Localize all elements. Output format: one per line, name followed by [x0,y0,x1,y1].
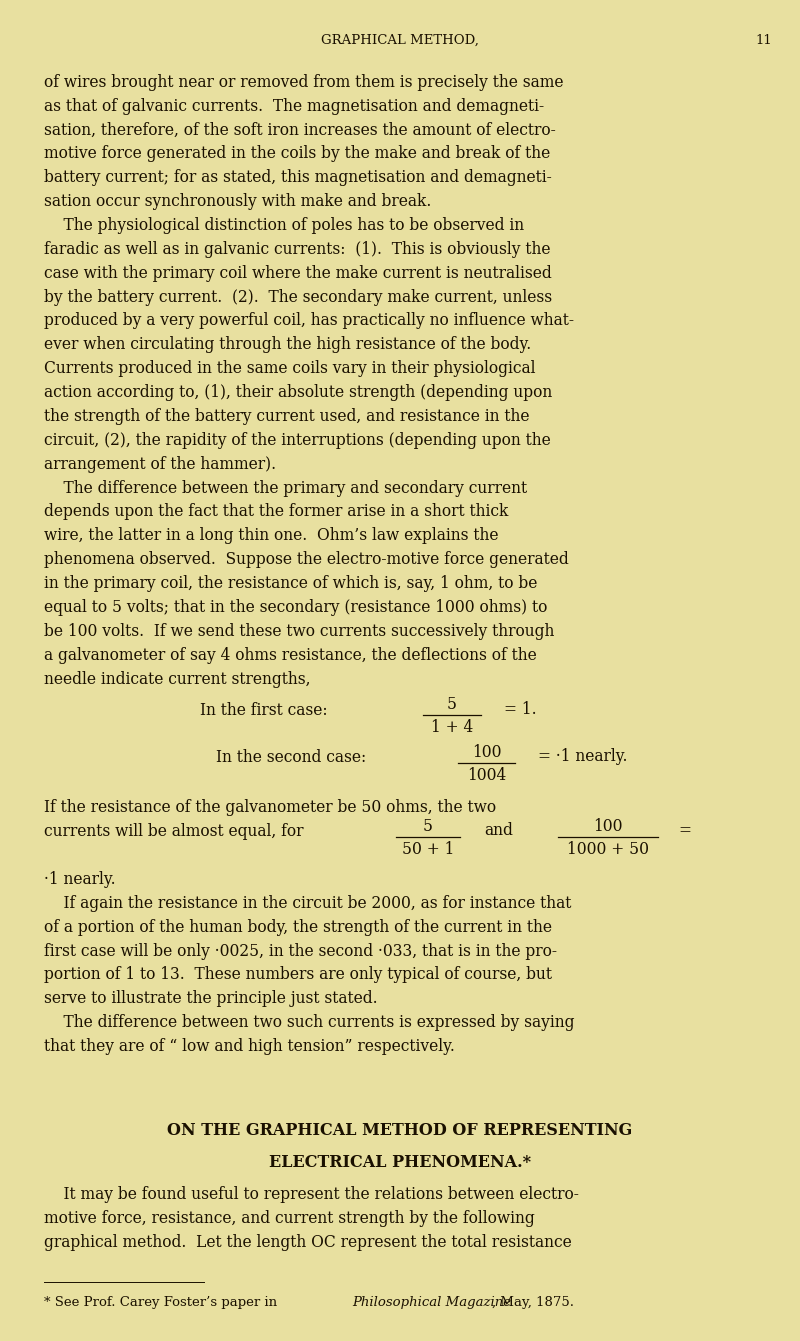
Text: equal to 5 volts; that in the secondary (resistance 1000 ohms) to: equal to 5 volts; that in the secondary … [44,599,547,616]
Text: = ·1 nearly.: = ·1 nearly. [538,748,628,766]
Text: = 1.: = 1. [504,700,537,717]
Text: 50 + 1: 50 + 1 [402,841,454,858]
Text: portion of 1 to 13.  These numbers are only typical of course, but: portion of 1 to 13. These numbers are on… [44,967,552,983]
Text: 1 + 4: 1 + 4 [431,719,473,736]
Text: by the battery current.  (2).  The secondary make current, unless: by the battery current. (2). The seconda… [44,288,552,306]
Text: =: = [678,822,691,839]
Text: 11: 11 [755,34,772,47]
Text: GRAPHICAL METHOD,: GRAPHICAL METHOD, [321,34,479,47]
Text: of wires brought near or removed from them is precisely the same: of wires brought near or removed from th… [44,74,563,91]
Text: arrangement of the hammer).: arrangement of the hammer). [44,456,276,472]
Text: faradic as well as in galvanic currents:  (1).  This is obviously the: faradic as well as in galvanic currents:… [44,241,550,257]
Text: In the second case:: In the second case: [216,750,366,766]
Text: circuit, (2), the rapidity of the interruptions (depending upon the: circuit, (2), the rapidity of the interr… [44,432,550,449]
Text: Philosophical Magazine: Philosophical Magazine [352,1295,511,1309]
Text: and: and [484,822,513,839]
Text: The physiological distinction of poles has to be observed in: The physiological distinction of poles h… [44,217,524,233]
Text: as that of galvanic currents.  The magnetisation and demagneti-: as that of galvanic currents. The magnet… [44,98,544,114]
Text: Currents produced in the same coils vary in their physiological: Currents produced in the same coils vary… [44,361,535,377]
Text: wire, the latter in a long thin one.  Ohm’s law explains the: wire, the latter in a long thin one. Ohm… [44,527,498,544]
Text: depends upon the fact that the former arise in a short thick: depends upon the fact that the former ar… [44,503,508,520]
Text: the strength of the battery current used, and resistance in the: the strength of the battery current used… [44,408,530,425]
Text: * See Prof. Carey Foster’s paper in: * See Prof. Carey Foster’s paper in [44,1295,282,1309]
Text: The difference between the primary and secondary current: The difference between the primary and s… [44,480,527,496]
Text: 5: 5 [447,696,457,713]
Text: of a portion of the human body, the strength of the current in the: of a portion of the human body, the stre… [44,919,552,936]
Text: sation occur synchronously with make and break.: sation occur synchronously with make and… [44,193,431,211]
Text: ever when circulating through the high resistance of the body.: ever when circulating through the high r… [44,337,531,353]
Text: a galvanometer of say 4 ohms resistance, the deflections of the: a galvanometer of say 4 ohms resistance,… [44,646,537,664]
Text: 5: 5 [423,818,433,835]
Text: If again the resistance in the circuit be 2000, as for instance that: If again the resistance in the circuit b… [44,894,571,912]
Text: graphical method.  Let the length OC represent the total resistance: graphical method. Let the length OC repr… [44,1234,572,1251]
Text: produced by a very powerful coil, has practically no influence what-: produced by a very powerful coil, has pr… [44,312,574,330]
Text: case with the primary coil where the make current is neutralised: case with the primary coil where the mak… [44,264,552,282]
Text: If the resistance of the galvanometer be 50 ohms, the two: If the resistance of the galvanometer be… [44,799,496,817]
Text: phenomena observed.  Suppose the electro-motive force generated: phenomena observed. Suppose the electro-… [44,551,569,569]
Text: It may be found useful to represent the relations between electro-: It may be found useful to represent the … [44,1185,579,1203]
Text: 100: 100 [472,744,501,760]
Text: In the first case:: In the first case: [200,701,328,719]
Text: action according to, (1), their absolute strength (depending upon: action according to, (1), their absolute… [44,384,552,401]
Text: in the primary coil, the resistance of which is, say, 1 ohm, to be: in the primary coil, the resistance of w… [44,575,538,591]
Text: battery current; for as stated, this magnetisation and demagneti-: battery current; for as stated, this mag… [44,169,552,186]
Text: ELECTRICAL PHENOMENA.*: ELECTRICAL PHENOMENA.* [269,1153,531,1171]
Text: sation, therefore, of the soft iron increases the amount of electro-: sation, therefore, of the soft iron incr… [44,122,556,138]
Text: , May, 1875.: , May, 1875. [492,1295,574,1309]
Text: be 100 volts.  If we send these two currents successively through: be 100 volts. If we send these two curre… [44,622,554,640]
Text: motive force generated in the coils by the make and break of the: motive force generated in the coils by t… [44,145,550,162]
Text: 1000 + 50: 1000 + 50 [567,841,649,858]
Text: The difference between two such currents is expressed by saying: The difference between two such currents… [44,1014,574,1031]
Text: currents will be almost equal, for: currents will be almost equal, for [44,823,303,841]
Text: 1004: 1004 [466,767,506,784]
Text: needle indicate current strengths,: needle indicate current strengths, [44,670,310,688]
Text: first case will be only ·0025, in the second ·033, that is in the pro-: first case will be only ·0025, in the se… [44,943,557,960]
Text: 100: 100 [594,818,622,835]
Text: ON THE GRAPHICAL METHOD OF REPRESENTING: ON THE GRAPHICAL METHOD OF REPRESENTING [167,1121,633,1139]
Text: ·1 nearly.: ·1 nearly. [44,872,116,888]
Text: that they are of “ low and high tension” respectively.: that they are of “ low and high tension”… [44,1038,455,1055]
Text: serve to illustrate the principle just stated.: serve to illustrate the principle just s… [44,991,378,1007]
Text: motive force, resistance, and current strength by the following: motive force, resistance, and current st… [44,1210,534,1227]
